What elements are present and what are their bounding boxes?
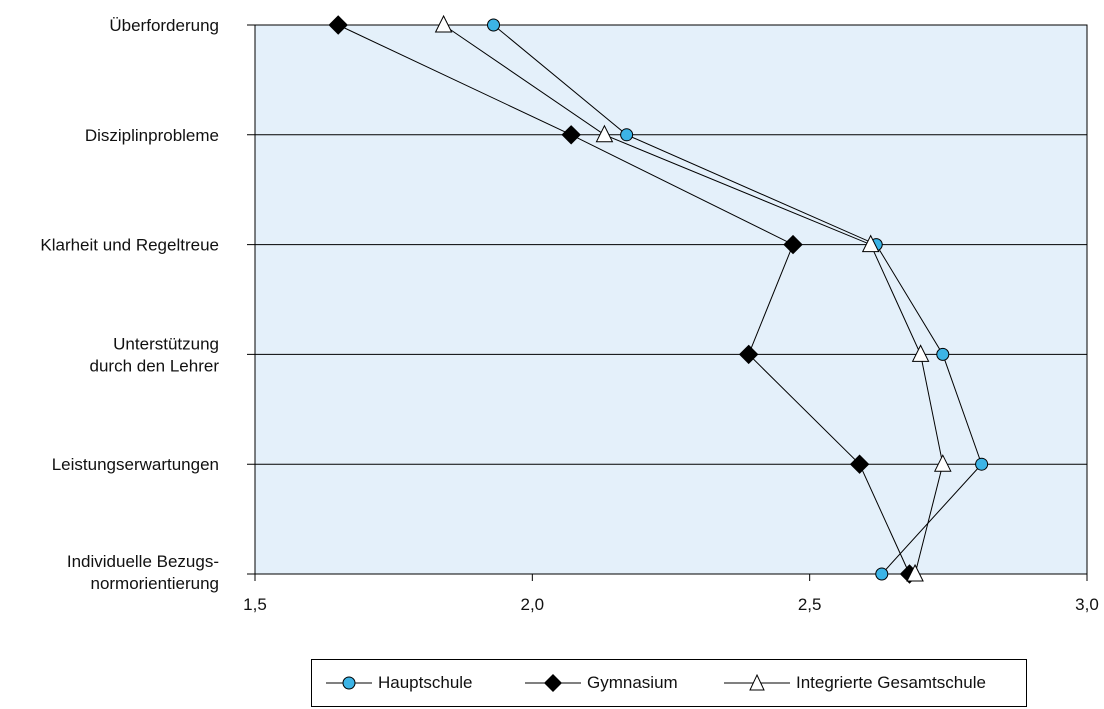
- series-line-gymnasium: [337, 24, 910, 575]
- plot-area: [254, 24, 1088, 575]
- data-point-gymnasium: [328, 15, 348, 35]
- legend-item-hauptschule: Hauptschule: [326, 660, 473, 706]
- legend-item-integrierte-gesamtschule: Integrierte Gesamtschule: [724, 660, 986, 706]
- x-axis-tick-label: 2,0: [521, 595, 545, 614]
- chart: Überforderung Disziplinprobleme Klarheit u…: [40, 14, 1099, 614]
- data-point-integrierte-gesamtschule: [906, 563, 924, 582]
- data-point-integrierte-gesamtschule: [933, 454, 952, 472]
- data-point-integrierte-gesamtschule: [911, 344, 930, 362]
- data-point-hauptschule: [936, 347, 950, 361]
- legend: Hauptschule Gymnasium Integrierte Gesamt…: [311, 659, 1027, 707]
- legend-label: Hauptschule: [378, 673, 473, 692]
- x-axis-tick-label: 3,0: [1075, 595, 1099, 614]
- legend-label: Integrierte Gesamtschule: [796, 673, 986, 692]
- category-label-line: Klarheit und Regeltreue: [40, 236, 219, 255]
- legend-label: Gymnasium: [587, 673, 678, 692]
- category-label: Überforderung: [109, 16, 219, 35]
- category-label-line: durch den Lehrer: [90, 356, 220, 375]
- category-label-line: Disziplinprobleme: [85, 126, 219, 145]
- category-label-line: Individuelle Bezugs-: [67, 552, 219, 571]
- category-label: Klarheit und Regeltreue: [40, 236, 219, 255]
- category-label-line: normorientierung: [90, 574, 219, 593]
- x-axis-tick-label: 1,5: [243, 595, 267, 614]
- data-point-hauptschule: [975, 457, 989, 471]
- series-line-integrierte-gesamtschule: [443, 24, 944, 575]
- x-axis-tick-labels: 1,5 2,0 2,5 3,0: [243, 595, 1099, 614]
- legend-item-gymnasium: Gymnasium: [525, 660, 678, 706]
- data-point-gymnasium: [783, 234, 803, 255]
- category-labels: Überforderung Disziplinprobleme Klarheit u…: [40, 16, 219, 593]
- data-point-hauptschule: [620, 128, 634, 142]
- category-label: Leistungserwartungen: [52, 455, 219, 474]
- gridlines: [247, 24, 1088, 581]
- data-point-hauptschule: [875, 567, 889, 581]
- legend-swatch-integrierte-gesamtschule: [724, 673, 790, 691]
- category-label: Disziplinprobleme: [85, 126, 219, 145]
- series-lines: [337, 24, 983, 575]
- category-label: Unterstützung durch den Lehrer: [90, 334, 220, 375]
- legend-swatch-hauptschule: [326, 676, 372, 690]
- series-line-hauptschule: [493, 24, 983, 575]
- category-label-line: Unterstützung: [113, 334, 219, 353]
- category-label: Individuelle Bezugs-normorientierung: [67, 552, 219, 593]
- data-point-gymnasium: [738, 344, 759, 365]
- series-markers: [328, 14, 989, 584]
- category-label-line: Überforderung: [109, 16, 219, 35]
- category-label-line: Leistungserwartungen: [52, 455, 219, 474]
- data-point-integrierte-gesamtschule: [434, 14, 453, 33]
- data-point-gymnasium: [561, 125, 581, 145]
- legend-swatch-gymnasium: [525, 674, 581, 692]
- data-point-integrierte-gesamtschule: [595, 124, 614, 143]
- x-axis-tick-label: 2,5: [798, 595, 822, 614]
- data-point-integrierte-gesamtschule: [861, 234, 880, 253]
- data-point-gymnasium: [849, 454, 870, 474]
- data-point-hauptschule: [487, 18, 501, 32]
